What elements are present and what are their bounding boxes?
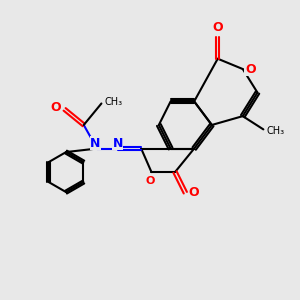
Text: N: N	[112, 137, 123, 150]
Text: O: O	[145, 176, 155, 187]
Text: O: O	[188, 186, 199, 199]
Text: O: O	[50, 101, 61, 114]
Text: N: N	[90, 137, 101, 150]
Text: CH₃: CH₃	[267, 126, 285, 136]
Text: CH₃: CH₃	[104, 97, 122, 107]
Text: O: O	[212, 21, 223, 34]
Text: O: O	[245, 62, 256, 76]
